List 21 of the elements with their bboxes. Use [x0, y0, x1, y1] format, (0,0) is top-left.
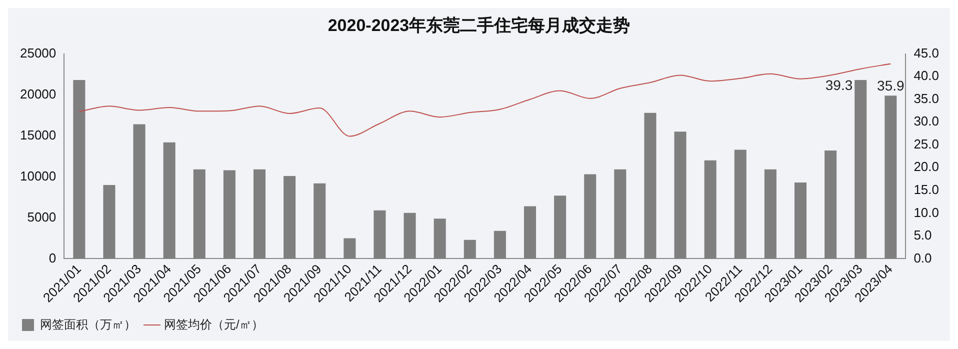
chart-title: 2020-2023年东莞二手住宅每月成交走势	[326, 15, 632, 37]
y-tick-label: 0	[48, 250, 56, 266]
y-tick-label: 15000	[20, 127, 56, 142]
y2-tick-label: 25.0	[914, 136, 940, 152]
y-tick-label: 10000	[20, 168, 56, 184]
y2-tick-label: 40.0	[914, 68, 940, 84]
y-tick-label: 5000	[27, 209, 56, 224]
y2-tick-label: 15.0	[914, 182, 940, 198]
y2-tick-label: 45.0	[914, 45, 940, 60]
y2-tick-label: 0.0	[914, 250, 932, 266]
y-tick-label: 25000	[20, 45, 56, 60]
annotation: 39.3	[825, 76, 853, 93]
legend-label: 网签均价（元/㎡）	[164, 317, 264, 332]
annotation: 35.9	[877, 77, 905, 94]
y2-tick-label: 20.0	[914, 159, 940, 174]
y2-tick-label: 5.0	[914, 228, 932, 243]
y2-tick-label: 10.0	[914, 204, 940, 220]
legend-label: 网签面积（万㎡）	[40, 317, 136, 332]
y2-tick-label: 30.0	[914, 114, 940, 129]
y-tick-label: 20000	[20, 86, 56, 102]
y2-tick-label: 35.0	[914, 90, 940, 106]
